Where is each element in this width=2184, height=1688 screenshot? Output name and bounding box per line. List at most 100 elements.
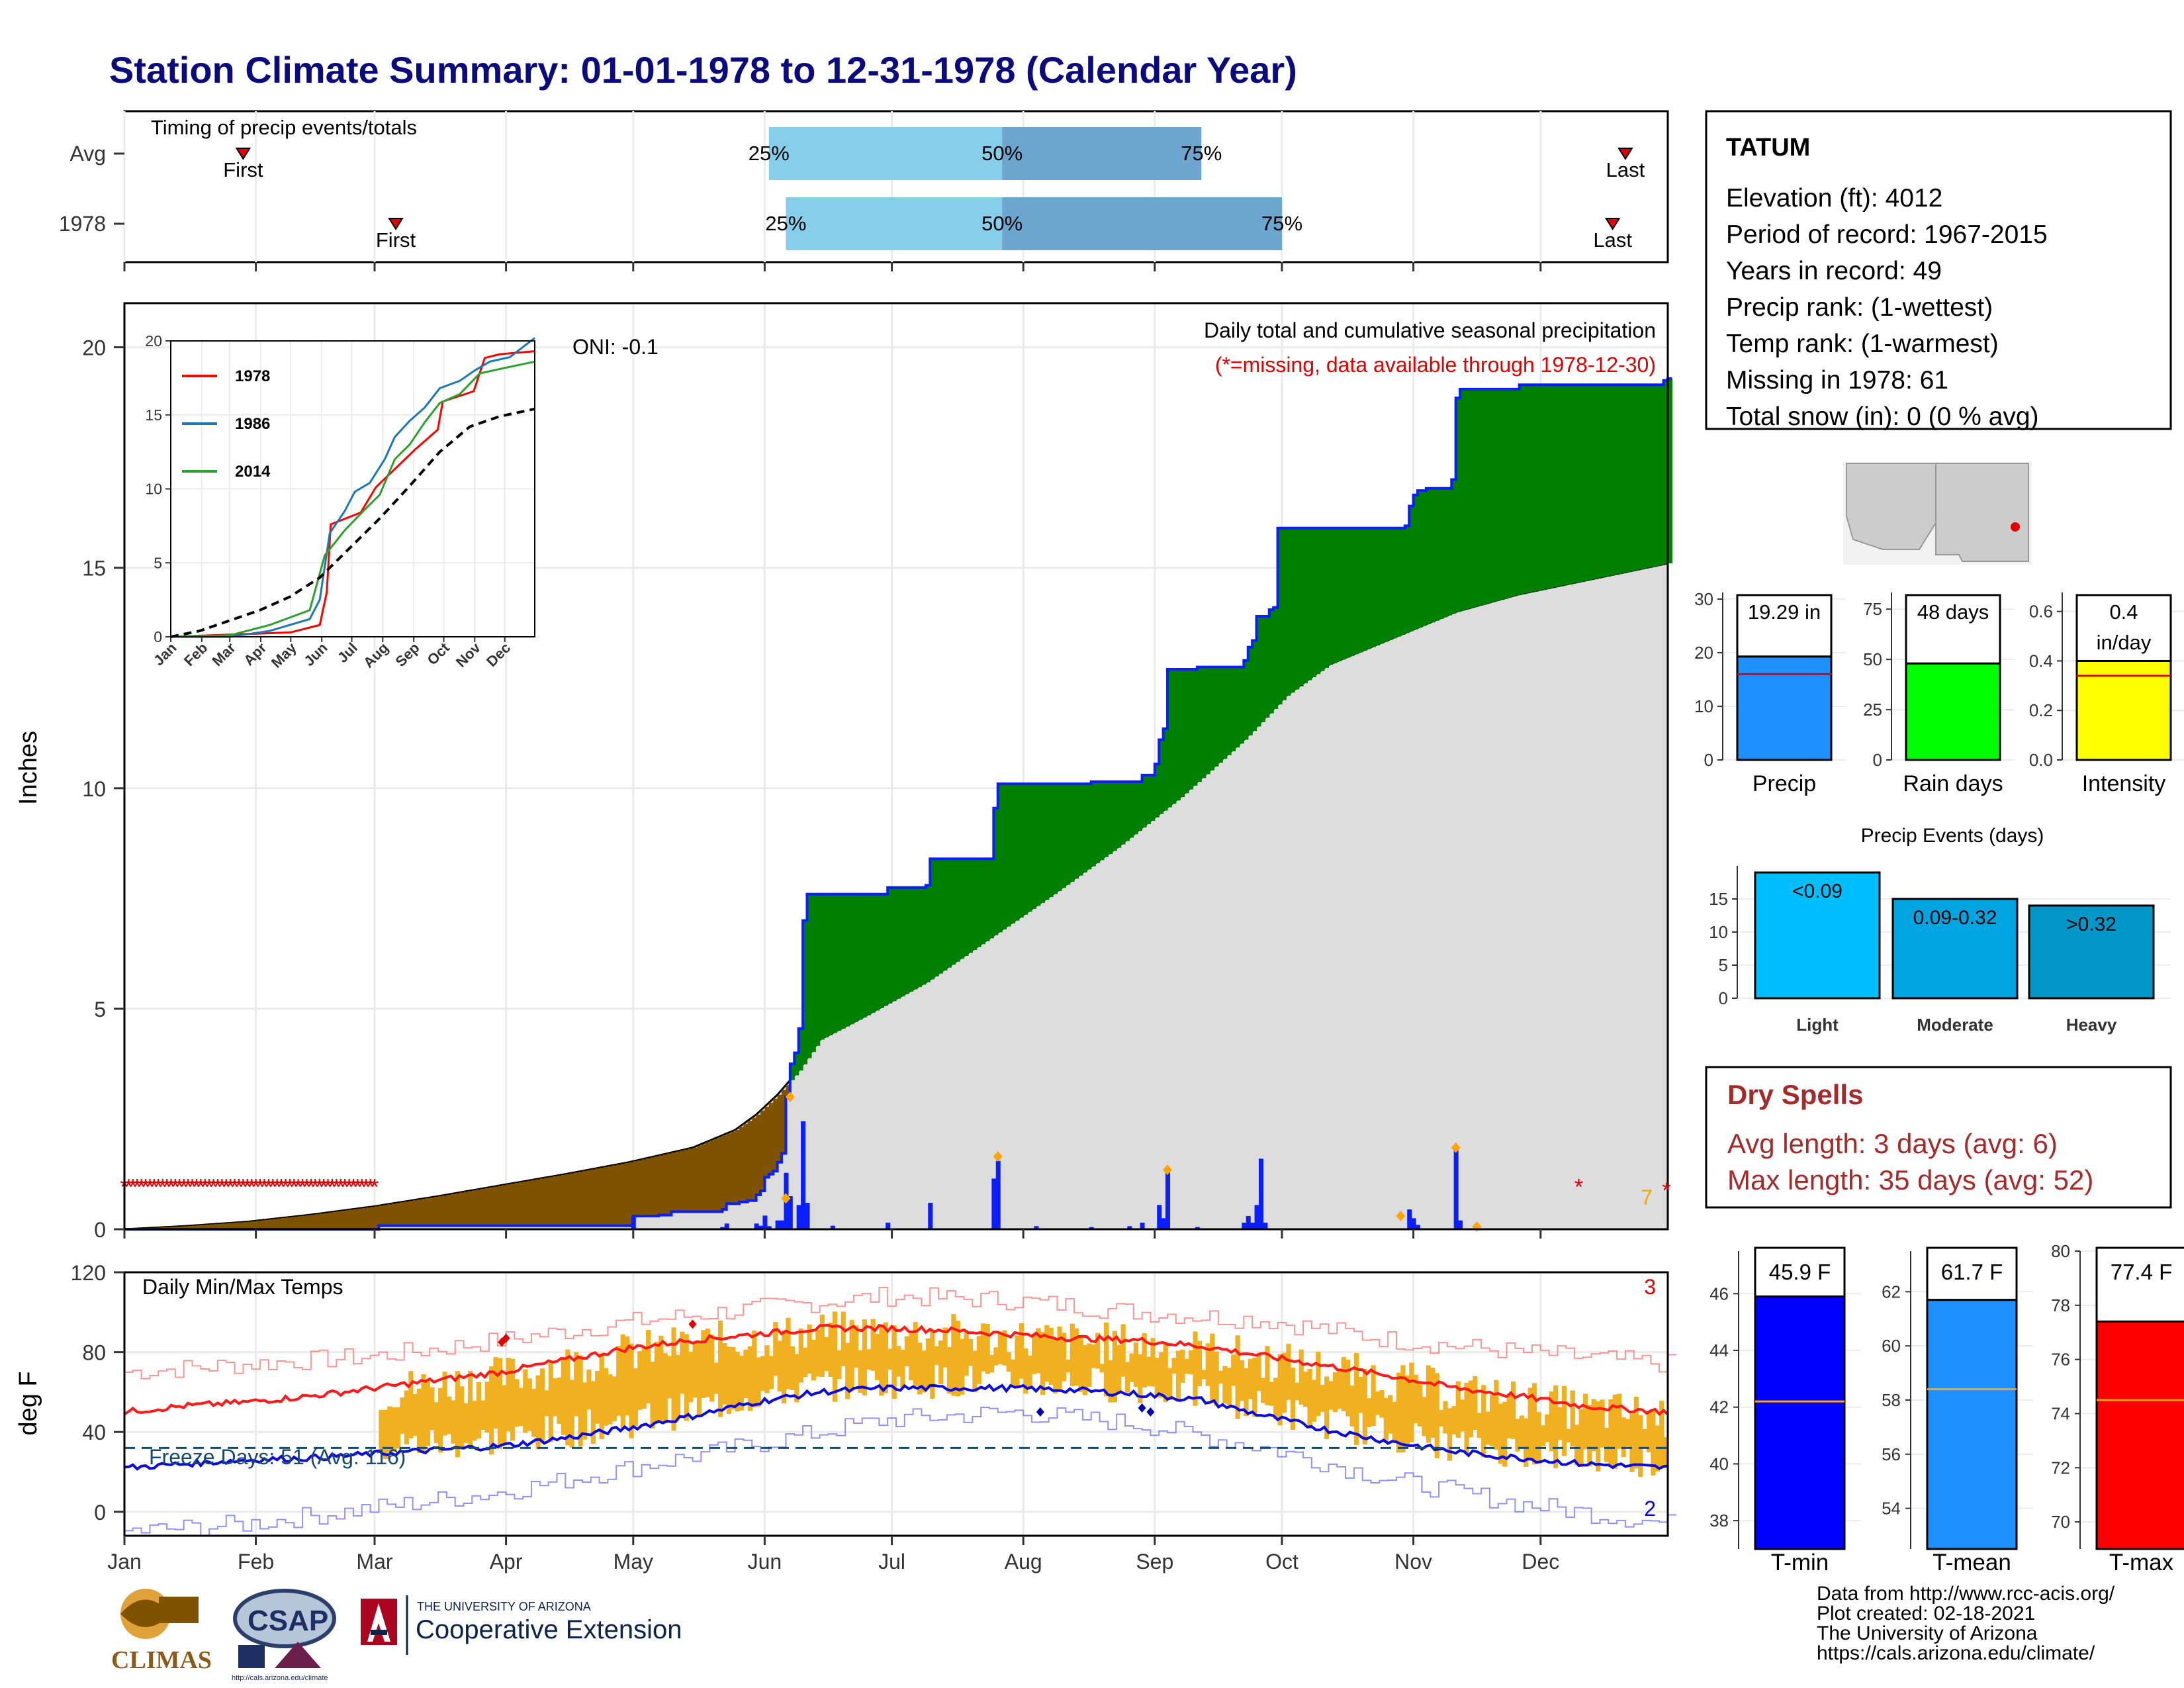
surplus-area	[798, 1028, 803, 1071]
surplus-area	[1328, 528, 1334, 665]
daily-temp-bar	[561, 1359, 567, 1435]
missing-day-marker: *	[328, 1174, 336, 1199]
surplus-area	[1205, 667, 1210, 774]
daily-temp-bar	[1244, 1368, 1249, 1417]
daily-precip-bar	[1157, 1205, 1162, 1229]
deficit-area	[637, 1160, 643, 1217]
timing-q50-label: 50%	[981, 212, 1023, 235]
daily-temp-bar	[1252, 1358, 1257, 1417]
daily-temp-bar	[603, 1368, 609, 1426]
inset-y-tick-label: 15	[145, 406, 162, 424]
daily-precip-bar	[1250, 1223, 1255, 1229]
daily-precip-bar	[1246, 1216, 1251, 1229]
timing-last-label: Last	[1606, 158, 1645, 181]
daily-precip-bar	[1161, 1218, 1166, 1229]
missing-day-marker: *	[370, 1174, 379, 1199]
summary-value-bar	[1905, 662, 2001, 761]
missing-day-marker: *	[239, 1174, 248, 1199]
daily-temp-bar	[934, 1346, 939, 1365]
daily-temp-bar	[1124, 1362, 1130, 1393]
daily-temp-bar	[1527, 1387, 1533, 1461]
deficit-area	[188, 1225, 193, 1229]
daily-precip-bar	[766, 1226, 772, 1229]
daily-temp-bar	[1337, 1368, 1342, 1409]
deficit-area	[646, 1158, 651, 1217]
deficit-area	[247, 1221, 252, 1229]
daily-temp-bar	[590, 1381, 596, 1444]
daily-temp-bar	[747, 1346, 752, 1411]
surplus-area	[853, 894, 858, 1022]
timing-first-marker	[235, 148, 251, 160]
deficit-area	[222, 1223, 227, 1229]
daily-temp-bar	[574, 1352, 579, 1417]
surplus-area	[1290, 528, 1295, 693]
deficit-area	[289, 1217, 295, 1229]
daily-precip-bar	[1458, 1220, 1463, 1229]
daily-temp-bar	[1388, 1395, 1393, 1434]
month-tick-label: Oct	[1265, 1550, 1298, 1573]
deficit-area	[578, 1172, 583, 1226]
deficit-area	[586, 1170, 592, 1226]
surplus-area	[1498, 389, 1503, 600]
daily-temp-bar	[1600, 1399, 1605, 1448]
daily-temp-bar	[633, 1368, 638, 1427]
daily-temp-bar	[535, 1375, 541, 1450]
daily-temp-bar	[891, 1325, 897, 1399]
surplus-area	[1345, 528, 1351, 658]
record-temp-marker	[1138, 1403, 1146, 1413]
surplus-area	[1023, 784, 1028, 915]
deficit-area	[659, 1155, 664, 1215]
daily-temp-bar	[1341, 1357, 1346, 1411]
station-info-box	[1705, 110, 2172, 430]
surplus-area	[1608, 385, 1614, 576]
temp-summary-y-tick-label: 56	[1882, 1444, 1901, 1464]
temp-y-axis-label: deg F	[15, 1371, 42, 1435]
daily-temp-bar	[1379, 1389, 1385, 1418]
deficit-area	[603, 1166, 608, 1226]
station-info-line: Elevation (ft): 4012	[1726, 184, 1942, 212]
surplus-area	[960, 859, 965, 959]
record-low-count: 2	[1644, 1497, 1656, 1521]
daily-temp-bar	[467, 1370, 473, 1448]
surplus-area	[1201, 667, 1206, 778]
surplus-area	[1057, 784, 1062, 892]
surplus-area	[1358, 528, 1363, 653]
daily-temp-bar	[1193, 1331, 1198, 1406]
surplus-area	[1367, 528, 1372, 649]
deficit-area	[400, 1202, 405, 1226]
timing-row-label: Avg	[69, 142, 106, 165]
surplus-area	[1655, 385, 1660, 567]
deficit-area	[480, 1188, 486, 1226]
daily-temp-bar	[1277, 1354, 1283, 1426]
deficit-area	[459, 1192, 465, 1226]
deficit-area	[561, 1174, 566, 1226]
daily-temp-bar	[1048, 1327, 1054, 1385]
footer-line-2: Plot created: 02-18-2021	[1817, 1603, 2036, 1624]
surplus-area	[1193, 669, 1198, 786]
surplus-area	[1260, 616, 1265, 722]
surplus-area	[1282, 528, 1287, 700]
daily-temp-bar	[752, 1331, 757, 1408]
deficit-area	[722, 1135, 727, 1210]
surplus-area	[1557, 385, 1563, 586]
summary-y-tick-label: 30	[1694, 589, 1713, 609]
deficit-area	[336, 1211, 341, 1229]
missing-day-marker: *	[209, 1174, 218, 1199]
surplus-area	[1625, 385, 1630, 573]
surplus-area	[1604, 385, 1609, 577]
events-category-label: Moderate	[1917, 1015, 1993, 1035]
summary-bar-label: Precip	[1752, 771, 1816, 796]
surplus-area	[1531, 385, 1537, 592]
deficit-area	[209, 1224, 214, 1229]
daily-temp-bar	[938, 1340, 944, 1385]
surplus-area	[1582, 385, 1588, 581]
daily-temp-bar	[1298, 1349, 1304, 1405]
temp-summary-t-mean: 54 56 58 60 62 61.7 F T-mean	[1882, 1246, 2033, 1575]
events-y-tick-label: 15	[1709, 889, 1728, 909]
surplus-area	[1286, 528, 1291, 696]
daily-temp-bar	[1023, 1348, 1028, 1394]
surplus-area	[832, 894, 837, 1033]
temp-summary-label: T-min	[1771, 1550, 1829, 1575]
daily-precip-bar	[1034, 1226, 1039, 1229]
surplus-area	[1587, 385, 1592, 581]
